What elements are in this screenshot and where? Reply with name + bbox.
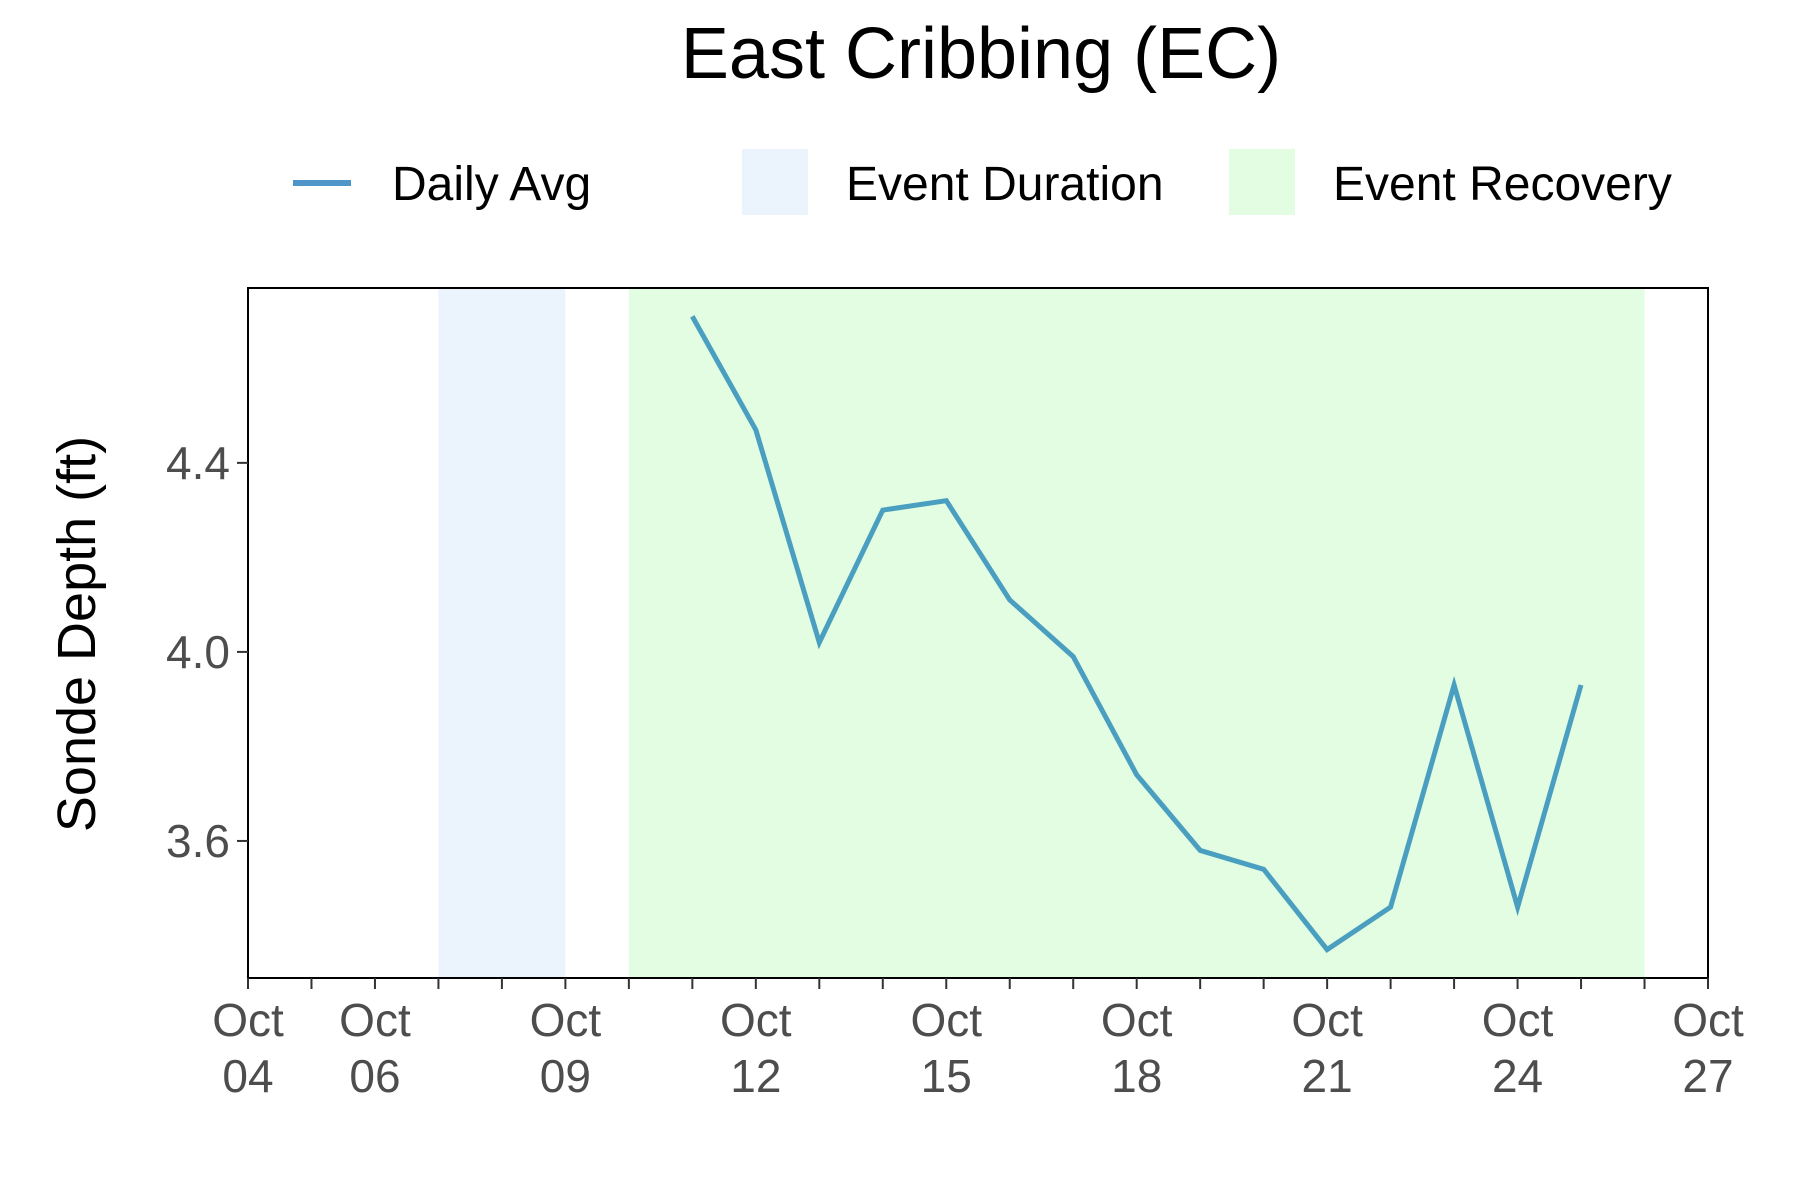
y-axis-label: Sonde Depth (ft) [47,436,107,832]
x-tick-label: Oct 04 [212,994,284,1102]
band-event-duration [438,288,566,978]
legend-swatch [1229,149,1295,215]
plot-border [247,287,1709,979]
x-tick-label: Oct 27 [1672,994,1744,1102]
x-tick-label: Oct 18 [1101,994,1173,1102]
legend: Daily Avg Event Duration Event Recovery [293,149,1672,215]
y-axis: 3.6 4.0 4.4 [166,437,248,867]
legend-item-daily-avg: Daily Avg [293,158,591,211]
y-tick-label: 4.4 [166,437,230,489]
legend-item-event-duration: Event Duration [742,149,1164,215]
legend-swatch [742,149,808,215]
y-tick-label: 4.0 [166,626,230,678]
x-tick-label: Oct 06 [339,994,411,1102]
x-tick-label: Oct 12 [720,994,792,1102]
x-tick-label: Oct 09 [530,994,602,1102]
bands-layer [438,288,1645,978]
legend-label: Event Duration [846,158,1164,211]
legend-label: Event Recovery [1333,158,1672,211]
series-layer [690,315,1584,953]
x-tick-label: Oct 21 [1291,994,1363,1102]
legend-label: Daily Avg [392,158,591,211]
band-event-recovery [628,288,1645,978]
y-tick-label: 3.6 [166,815,230,867]
legend-item-event-recovery: Event Recovery [1229,149,1672,215]
chart-title: East Cribbing (EC) [681,14,1281,94]
x-tick-label: Oct 15 [910,994,982,1102]
x-tick-label: Oct 24 [1482,994,1554,1102]
x-axis: Oct 04 Oct 06 Oct 09 Oct 12 Oct 15 Oct 18 Oct 21 Oct 24… [212,978,1744,1102]
